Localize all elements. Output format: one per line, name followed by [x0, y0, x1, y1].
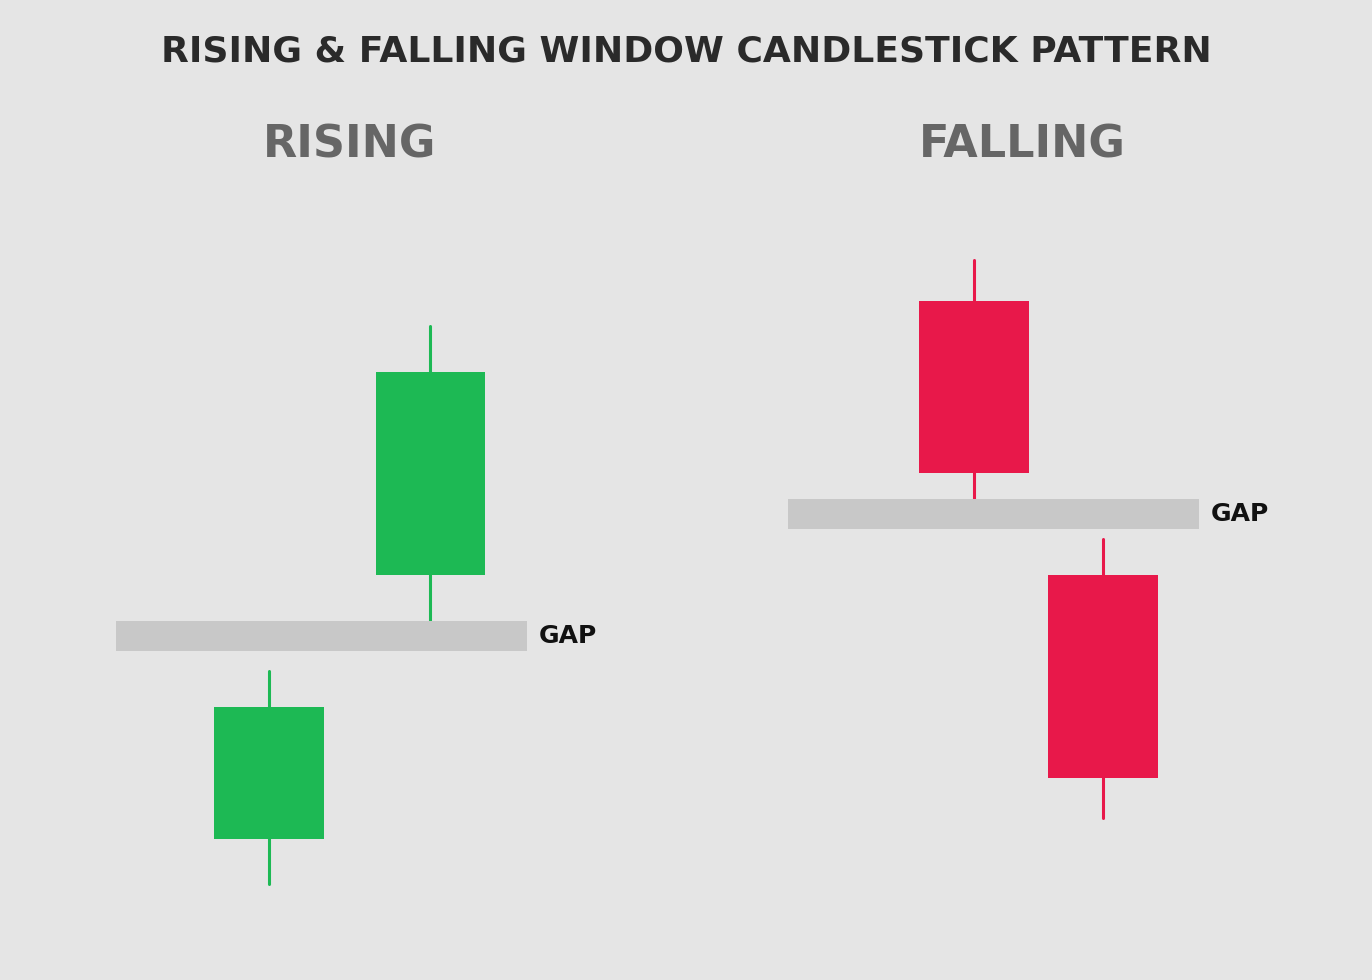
- Text: FALLING: FALLING: [919, 123, 1125, 167]
- Text: GAP: GAP: [538, 623, 597, 648]
- Text: GAP: GAP: [1210, 502, 1269, 526]
- Bar: [789, 499, 1199, 529]
- Bar: [919, 301, 1029, 473]
- Bar: [214, 707, 324, 839]
- Text: RISING & FALLING WINDOW CANDLESTICK PATTERN: RISING & FALLING WINDOW CANDLESTICK PATT…: [161, 34, 1211, 69]
- Text: RISING: RISING: [263, 123, 436, 167]
- Bar: [376, 372, 486, 575]
- Bar: [117, 620, 527, 651]
- Bar: [1048, 575, 1158, 778]
